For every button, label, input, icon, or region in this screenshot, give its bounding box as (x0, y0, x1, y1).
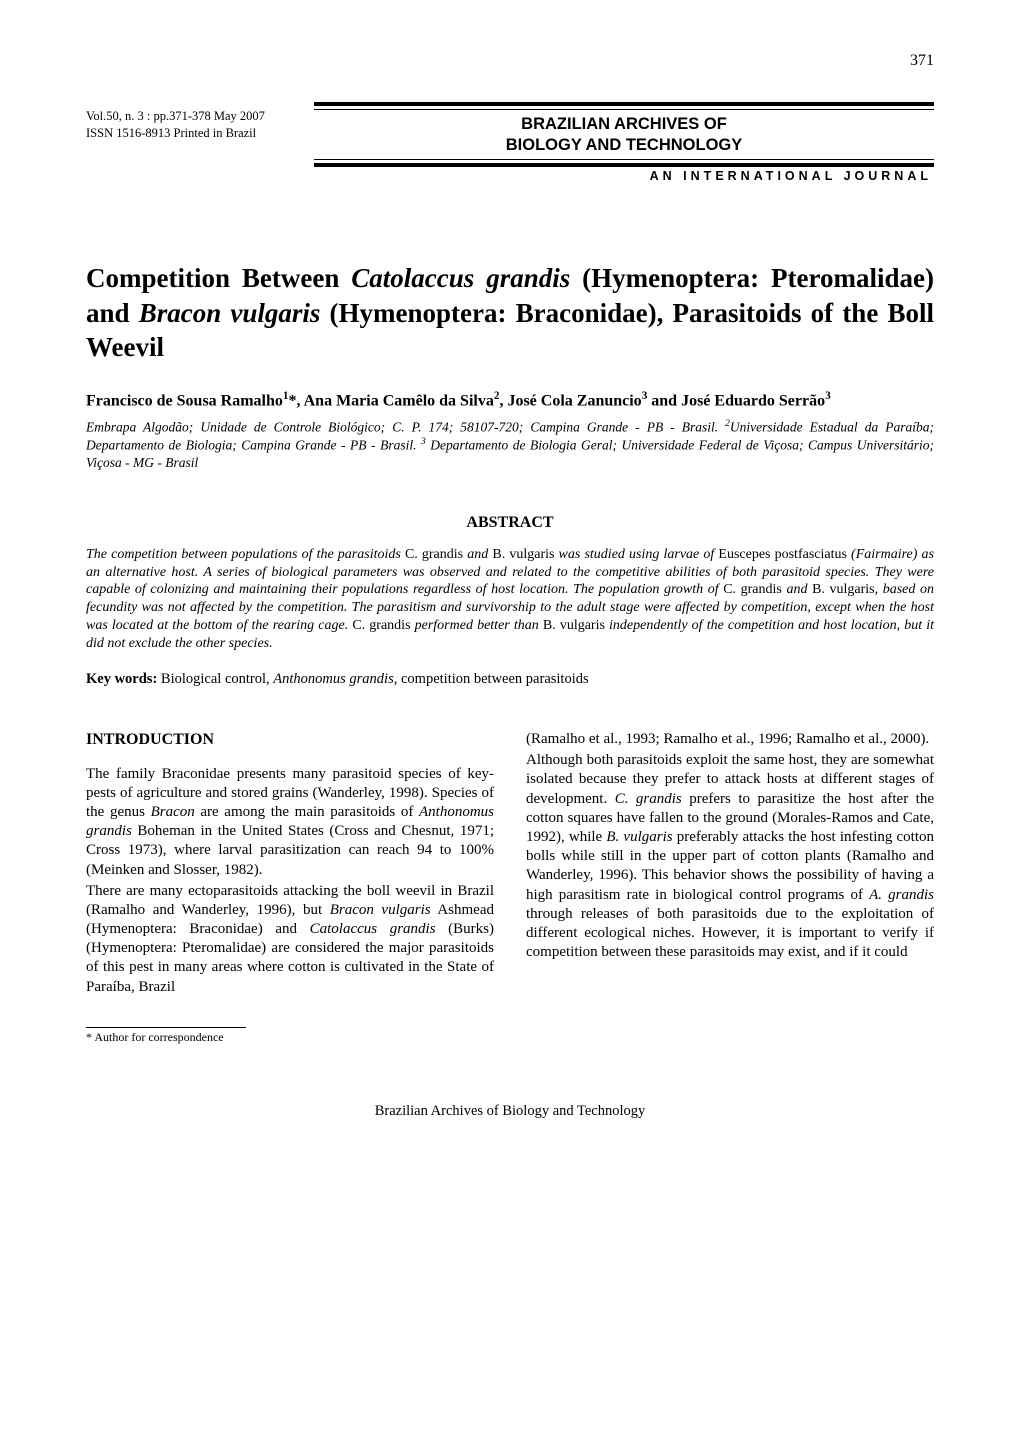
article-title: Competition Between Catolaccus grandis (… (86, 261, 934, 365)
intro-paragraph-3: (Ramalho et al., 1993; Ramalho et al., 1… (526, 730, 934, 749)
authors: Francisco de Sousa Ramalho1*, Ana Maria … (86, 389, 934, 412)
journal-bar-top (314, 102, 934, 110)
abstract-body: The competition between populations of t… (86, 546, 934, 653)
intro-paragraph-1: The family Braconidae presents many para… (86, 765, 494, 880)
issn-box: Vol.50, n. 3 : pp.371-378 May 2007 ISSN … (86, 102, 296, 183)
keywords-label: Key words: (86, 671, 157, 687)
footer: Brazilian Archives of Biology and Techno… (86, 1103, 934, 1120)
intro-paragraph-2: There are many ectoparasitoids attacking… (86, 882, 494, 997)
header-row: Vol.50, n. 3 : pp.371-378 May 2007 ISSN … (86, 102, 934, 183)
issn-line2: ISSN 1516-8913 Printed in Brazil (86, 125, 296, 142)
journal-bar-bottom (314, 159, 934, 167)
affiliations: Embrapa Algodão; Unidade de Controle Bio… (86, 418, 934, 472)
issn-line1: Vol.50, n. 3 : pp.371-378 May 2007 (86, 108, 296, 125)
abstract-heading: ABSTRACT (86, 514, 934, 532)
footnote: * Author for correspondence (86, 1030, 494, 1045)
page-number: 371 (86, 52, 934, 70)
journal-subtitle: AN INTERNATIONAL JOURNAL (314, 169, 934, 183)
keywords: Key words: Biological control, Anthonomu… (86, 671, 934, 688)
footnote-rule (86, 1027, 246, 1028)
intro-paragraph-4: Although both parasitoids exploit the sa… (526, 751, 934, 962)
introduction-heading: INTRODUCTION (86, 730, 494, 750)
left-column: INTRODUCTION The family Braconidae prese… (86, 730, 494, 1045)
journal-title: BRAZILIAN ARCHIVES OF BIOLOGY AND TECHNO… (314, 112, 934, 159)
journal-title-line2: BIOLOGY AND TECHNOLOGY (314, 135, 934, 156)
two-column-body: INTRODUCTION The family Braconidae prese… (86, 730, 934, 1045)
right-column: (Ramalho et al., 1993; Ramalho et al., 1… (526, 730, 934, 1045)
journal-title-line1: BRAZILIAN ARCHIVES OF (314, 114, 934, 135)
journal-box: BRAZILIAN ARCHIVES OF BIOLOGY AND TECHNO… (314, 102, 934, 183)
keywords-text: Biological control, Anthonomus grandis, … (157, 671, 588, 687)
